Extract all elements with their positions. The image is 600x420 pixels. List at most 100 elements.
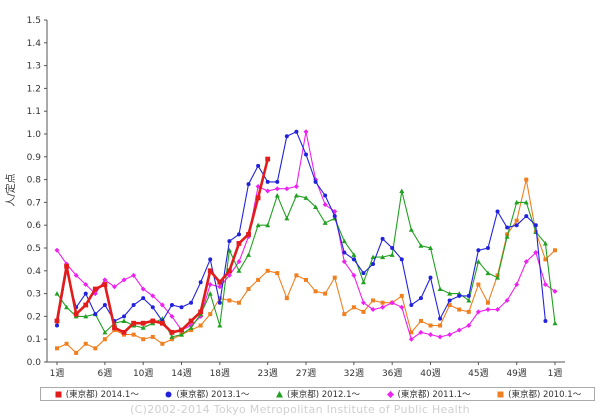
data-point bbox=[322, 202, 328, 208]
data-point bbox=[543, 318, 548, 323]
data-point bbox=[399, 293, 404, 298]
data-point bbox=[293, 183, 299, 189]
data-point bbox=[447, 291, 453, 296]
legend-label: (東京都) 2014.1～ bbox=[65, 390, 139, 400]
data-point bbox=[428, 275, 433, 280]
data-point bbox=[303, 195, 309, 200]
data-point bbox=[189, 328, 194, 333]
data-point bbox=[313, 289, 318, 294]
data-point bbox=[475, 309, 481, 315]
legend-marker bbox=[386, 390, 394, 398]
data-point bbox=[380, 304, 386, 310]
data-point bbox=[208, 257, 213, 262]
data-point bbox=[370, 254, 376, 260]
data-point bbox=[523, 259, 529, 265]
data-point bbox=[236, 300, 241, 305]
data-point bbox=[236, 232, 241, 237]
data-point bbox=[428, 323, 433, 328]
data-point bbox=[169, 337, 174, 342]
data-point bbox=[553, 248, 557, 253]
data-point bbox=[524, 177, 529, 182]
series-2 bbox=[54, 188, 558, 339]
data-point bbox=[274, 186, 280, 192]
data-point bbox=[351, 252, 357, 257]
data-point bbox=[399, 188, 405, 193]
data-point bbox=[466, 309, 471, 314]
copyright-footer: (C)2002-2014 Tokyo Metropolitan Institut… bbox=[130, 403, 470, 416]
data-point bbox=[150, 334, 155, 339]
data-point bbox=[514, 218, 519, 223]
data-point bbox=[131, 320, 137, 326]
data-point bbox=[275, 179, 280, 184]
data-point bbox=[370, 307, 376, 313]
y-tick-label: 1.4 bbox=[27, 39, 42, 49]
data-point bbox=[466, 323, 472, 329]
data-point bbox=[255, 222, 261, 228]
data-point bbox=[341, 238, 347, 244]
data-point bbox=[485, 300, 490, 305]
data-point bbox=[179, 327, 184, 333]
data-point bbox=[371, 298, 376, 303]
data-point bbox=[447, 298, 452, 303]
data-point bbox=[179, 332, 184, 337]
data-point bbox=[399, 304, 405, 310]
data-point bbox=[131, 332, 136, 337]
data-point bbox=[438, 323, 443, 328]
data-point bbox=[409, 303, 414, 307]
x-tick-label: 1週 bbox=[548, 368, 563, 379]
data-point bbox=[256, 277, 261, 282]
data-point bbox=[361, 309, 366, 314]
data-point bbox=[54, 318, 60, 324]
data-point bbox=[140, 320, 146, 326]
data-point bbox=[246, 252, 252, 257]
x-tick-label: 10週 bbox=[133, 368, 153, 379]
x-tick-label: 1週 bbox=[50, 368, 65, 379]
legend-item: (東京都) 2010.1～ bbox=[496, 388, 581, 400]
data-point bbox=[217, 323, 223, 328]
legend: (東京都) 2014.1～ (東京都) 2013.1～ (東京都) 2012.1～ (… bbox=[40, 387, 595, 401]
data-point bbox=[246, 182, 251, 187]
data-point bbox=[217, 279, 223, 285]
data-point bbox=[514, 223, 519, 228]
data-point bbox=[64, 263, 69, 269]
data-point bbox=[428, 245, 433, 250]
data-point bbox=[93, 346, 98, 351]
data-point bbox=[294, 129, 299, 134]
data-point bbox=[303, 129, 309, 135]
data-point bbox=[150, 318, 156, 324]
data-point bbox=[293, 193, 299, 198]
data-point bbox=[389, 252, 395, 257]
data-point bbox=[360, 300, 366, 306]
legend-label: (東京都) 2012.1～ bbox=[286, 390, 361, 400]
data-point bbox=[208, 312, 213, 317]
data-point bbox=[102, 329, 108, 335]
data-point bbox=[122, 314, 127, 319]
data-point bbox=[360, 279, 366, 285]
data-point bbox=[121, 318, 127, 323]
data-point bbox=[418, 318, 423, 323]
data-point bbox=[112, 325, 117, 331]
series-line bbox=[56, 130, 546, 326]
data-point bbox=[542, 240, 548, 246]
data-point bbox=[169, 329, 175, 335]
legend-marker-shape bbox=[275, 390, 283, 397]
data-point bbox=[409, 330, 414, 335]
data-point bbox=[332, 275, 337, 280]
data-point bbox=[495, 307, 501, 313]
y-tick-label: 1.2 bbox=[27, 84, 41, 94]
data-point bbox=[246, 287, 251, 292]
data-point bbox=[256, 163, 261, 168]
data-point bbox=[227, 239, 232, 244]
data-point bbox=[274, 193, 280, 198]
data-point bbox=[169, 313, 175, 319]
data-point bbox=[351, 257, 356, 262]
legend-label: (東京都) 2010.1～ bbox=[508, 390, 582, 400]
data-point bbox=[552, 320, 558, 326]
data-point bbox=[159, 320, 165, 326]
y-tick-label: 1.3 bbox=[27, 62, 41, 72]
data-point bbox=[83, 281, 89, 287]
data-point bbox=[475, 259, 481, 264]
y-tick-label: 0.0 bbox=[27, 358, 42, 368]
y-tick-label: 0.6 bbox=[27, 221, 42, 231]
x-tick-label: 40週 bbox=[420, 368, 440, 379]
